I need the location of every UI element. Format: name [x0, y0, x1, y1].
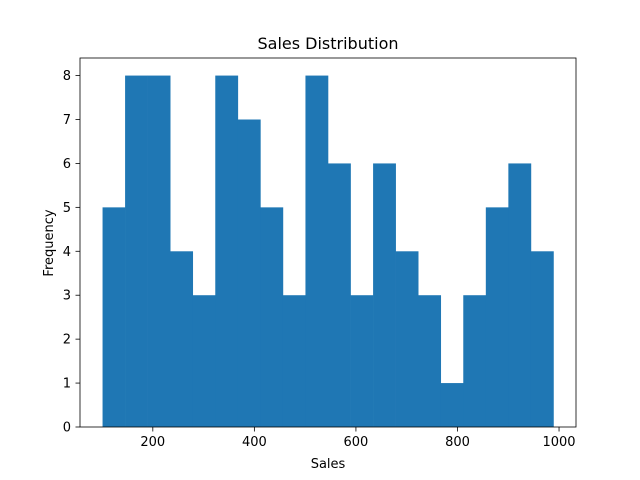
histogram-bar [463, 295, 487, 427]
histogram-bar [305, 75, 329, 427]
y-tick-label: 4 [63, 245, 71, 260]
histogram-bar [282, 295, 306, 427]
x-tick-label: 400 [242, 435, 267, 450]
histogram-bar [530, 251, 554, 427]
y-tick-label: 3 [63, 289, 71, 304]
y-axis-label: Frequency [42, 209, 57, 276]
histogram-bar [485, 207, 509, 427]
plot-frame [79, 57, 577, 428]
y-tick-label: 0 [63, 421, 71, 436]
y-tick-label: 6 [63, 157, 71, 172]
histogram-bar [418, 295, 442, 427]
histogram-bar [440, 383, 464, 427]
histogram-bar [237, 119, 261, 427]
histogram-bar [125, 75, 148, 427]
histogram-bar [395, 251, 419, 427]
bars-layer [102, 75, 554, 427]
histogram-bar [373, 163, 396, 427]
histogram-bar [102, 207, 126, 427]
axes-layer [79, 57, 577, 428]
y-tick-label: 2 [63, 333, 71, 348]
x-ticks-layer: 200 400 600 800 1000 [140, 427, 576, 450]
y-tick-label: 5 [63, 201, 71, 216]
x-tick-label: 1000 [542, 435, 575, 450]
histogram-bar [147, 75, 171, 427]
x-tick-label: 800 [445, 435, 470, 450]
y-tick-label: 8 [63, 69, 71, 84]
histogram-bar [328, 163, 351, 427]
histogram-bar [170, 251, 194, 427]
x-tick-label: 600 [344, 435, 369, 450]
y-tick-label: 7 [63, 113, 71, 128]
chart-title: Sales Distribution [257, 34, 398, 53]
histogram-bar [192, 295, 216, 427]
y-ticks-layer: 0 1 2 3 4 5 6 7 8 [63, 69, 80, 436]
x-axis-label: Sales [311, 457, 346, 472]
histogram-bar [350, 295, 374, 427]
histogram-bar [215, 75, 239, 427]
x-tick-label: 200 [140, 435, 165, 450]
histogram-bar [260, 207, 284, 427]
histogram-bar [508, 163, 532, 427]
y-tick-label: 1 [63, 377, 71, 392]
